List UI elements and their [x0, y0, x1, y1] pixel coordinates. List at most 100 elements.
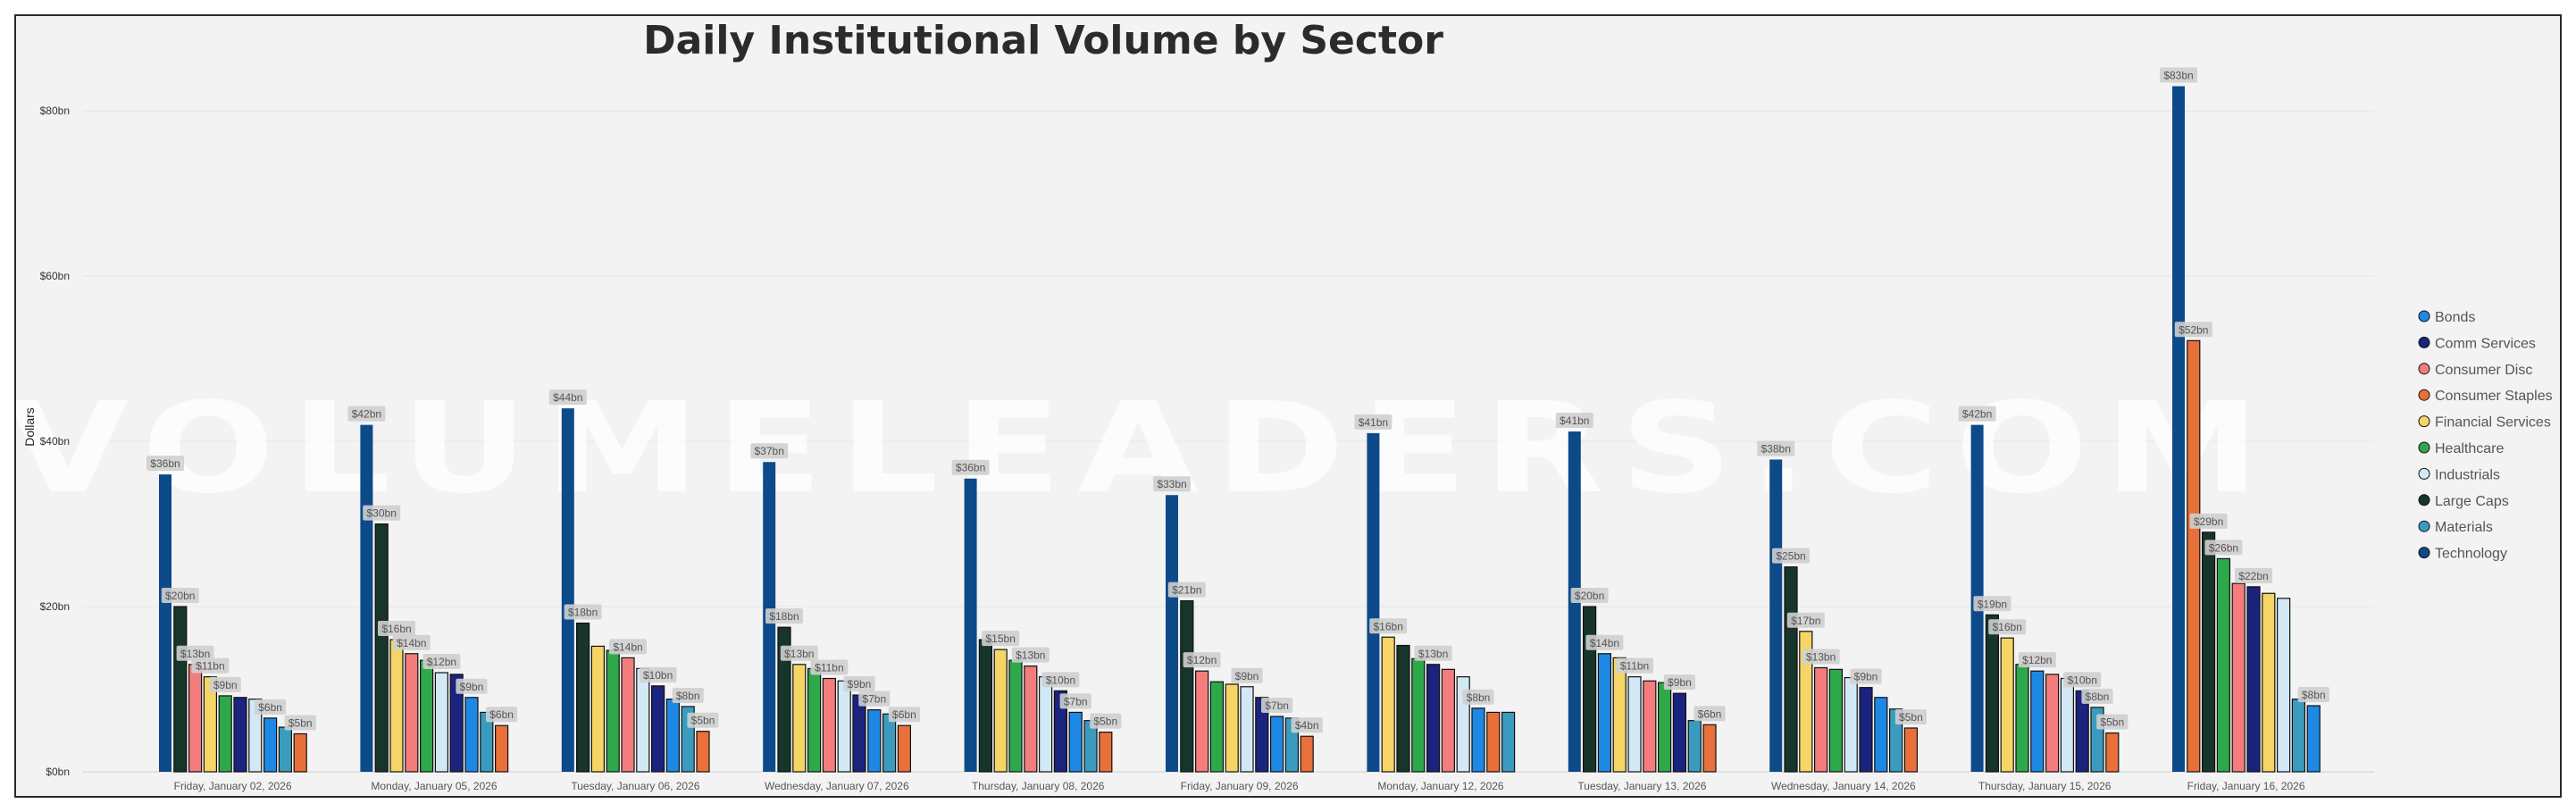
legend-item-label[interactable]: Consumer Staples	[2435, 389, 2553, 404]
bar-large-caps[interactable]	[1985, 614, 1999, 773]
bar-bonds[interactable]	[464, 697, 479, 773]
bar-consumer-disc[interactable]	[188, 664, 203, 773]
bar-technology[interactable]	[1367, 432, 1380, 772]
bar-bonds[interactable]	[263, 717, 278, 773]
bar-consumer-disc[interactable]	[405, 653, 419, 773]
bar-technology[interactable]	[561, 408, 574, 772]
bar-materials[interactable]	[1687, 720, 1702, 773]
bar-consumer-staples[interactable]	[2187, 339, 2201, 773]
bar-technology[interactable]	[964, 478, 977, 772]
bar-consumer-disc[interactable]	[1194, 670, 1209, 773]
bar-healthcare[interactable]	[1411, 657, 1426, 773]
legend-item-label[interactable]: Large Caps	[2435, 494, 2509, 509]
bar-financial-services[interactable]	[2262, 592, 2276, 773]
bar-consumer-disc[interactable]	[1024, 666, 1038, 773]
bar-industrials[interactable]	[1627, 676, 1642, 773]
bar-large-caps[interactable]	[777, 626, 791, 773]
bar-comm-services[interactable]	[1255, 697, 1269, 773]
bar-consumer-staples[interactable]	[494, 724, 509, 773]
bar-comm-services[interactable]	[852, 694, 866, 773]
legend-item-label[interactable]: Comm Services	[2435, 336, 2536, 351]
bar-industrials[interactable]	[1038, 676, 1053, 773]
legend-item-label[interactable]: Technology	[2435, 547, 2507, 562]
bar-healthcare[interactable]	[1657, 682, 1672, 773]
bar-consumer-disc[interactable]	[1643, 680, 1657, 773]
bar-consumer-staples[interactable]	[1903, 727, 1918, 773]
bar-financial-services[interactable]	[1799, 631, 1813, 773]
bar-bonds[interactable]	[1269, 716, 1284, 773]
bar-large-caps[interactable]	[1396, 644, 1410, 773]
bar-large-caps[interactable]	[374, 523, 389, 773]
bar-industrials[interactable]	[1844, 676, 1858, 773]
bar-consumer-disc[interactable]	[2045, 674, 2060, 773]
bar-large-caps[interactable]	[575, 622, 590, 773]
bar-consumer-staples[interactable]	[293, 732, 307, 773]
bar-healthcare[interactable]	[1008, 659, 1023, 773]
bar-industrials[interactable]	[248, 699, 263, 773]
bar-consumer-staples[interactable]	[696, 731, 710, 773]
bar-materials[interactable]	[278, 726, 292, 773]
bar-bonds[interactable]	[2030, 670, 2045, 773]
bar-technology[interactable]	[1166, 495, 1178, 772]
bar-consumer-disc[interactable]	[2231, 582, 2246, 773]
bar-materials[interactable]	[1501, 711, 1516, 773]
bar-consumer-disc[interactable]	[1813, 666, 1828, 773]
bar-comm-services[interactable]	[1426, 664, 1441, 773]
bar-healthcare[interactable]	[420, 659, 434, 773]
bar-healthcare[interactable]	[1828, 668, 1844, 773]
bar-financial-services[interactable]	[993, 649, 1008, 773]
bar-large-caps[interactable]	[2202, 532, 2216, 773]
legend-item-label[interactable]: Industrials	[2435, 467, 2500, 482]
bar-large-caps[interactable]	[173, 606, 188, 773]
bar-financial-services[interactable]	[1381, 636, 1395, 773]
bar-bonds[interactable]	[1597, 653, 1612, 773]
bar-healthcare[interactable]	[2216, 557, 2230, 773]
legend-item-label[interactable]: Financial Services	[2435, 415, 2551, 431]
bar-bonds[interactable]	[1471, 707, 1485, 773]
bar-healthcare[interactable]	[606, 649, 620, 773]
bar-technology[interactable]	[360, 424, 373, 772]
legend-item-label[interactable]: Bonds	[2435, 310, 2475, 325]
bar-healthcare[interactable]	[218, 695, 232, 773]
bar-comm-services[interactable]	[1859, 687, 1873, 773]
bar-bonds[interactable]	[1874, 697, 1888, 773]
bar-financial-services[interactable]	[1225, 683, 1239, 773]
bar-bonds[interactable]	[665, 699, 681, 773]
bar-comm-services[interactable]	[1053, 690, 1068, 773]
bar-industrials[interactable]	[837, 680, 851, 773]
bar-healthcare[interactable]	[807, 667, 822, 773]
bar-healthcare[interactable]	[2015, 664, 2029, 773]
bar-industrials[interactable]	[434, 672, 448, 773]
bar-technology[interactable]	[159, 474, 171, 772]
bar-consumer-staples[interactable]	[1486, 711, 1501, 773]
bar-technology[interactable]	[2172, 86, 2185, 772]
bar-consumer-staples[interactable]	[1099, 732, 1113, 773]
bar-materials[interactable]	[882, 713, 897, 773]
bar-bonds[interactable]	[867, 709, 882, 773]
bar-financial-services[interactable]	[2000, 637, 2014, 773]
bar-materials[interactable]	[2291, 699, 2305, 773]
bar-comm-services[interactable]	[650, 685, 665, 773]
bar-consumer-staples[interactable]	[2105, 732, 2120, 773]
bar-financial-services[interactable]	[590, 645, 606, 773]
bar-consumer-staples[interactable]	[1300, 735, 1314, 773]
bar-consumer-staples[interactable]	[897, 724, 912, 773]
legend-item-label[interactable]: Consumer Disc	[2435, 363, 2532, 378]
bar-consumer-staples[interactable]	[1702, 724, 1717, 773]
bar-financial-services[interactable]	[1612, 657, 1627, 773]
bar-industrials[interactable]	[636, 667, 650, 773]
bar-bonds[interactable]	[1068, 711, 1083, 773]
bar-industrials[interactable]	[1240, 686, 1254, 773]
bar-comm-services[interactable]	[1672, 692, 1687, 773]
bar-consumer-disc[interactable]	[822, 677, 837, 773]
bar-technology[interactable]	[1769, 459, 1783, 772]
legend-item-label[interactable]: Healthcare	[2435, 441, 2504, 456]
bar-large-caps[interactable]	[1784, 566, 1798, 773]
bar-materials[interactable]	[1889, 708, 1903, 773]
bar-consumer-disc[interactable]	[1441, 668, 1456, 773]
bar-comm-services[interactable]	[449, 674, 464, 773]
bar-industrials[interactable]	[2277, 598, 2291, 773]
bar-comm-services[interactable]	[2246, 586, 2261, 773]
bar-large-caps[interactable]	[1180, 599, 1194, 773]
bar-financial-services[interactable]	[389, 639, 404, 773]
